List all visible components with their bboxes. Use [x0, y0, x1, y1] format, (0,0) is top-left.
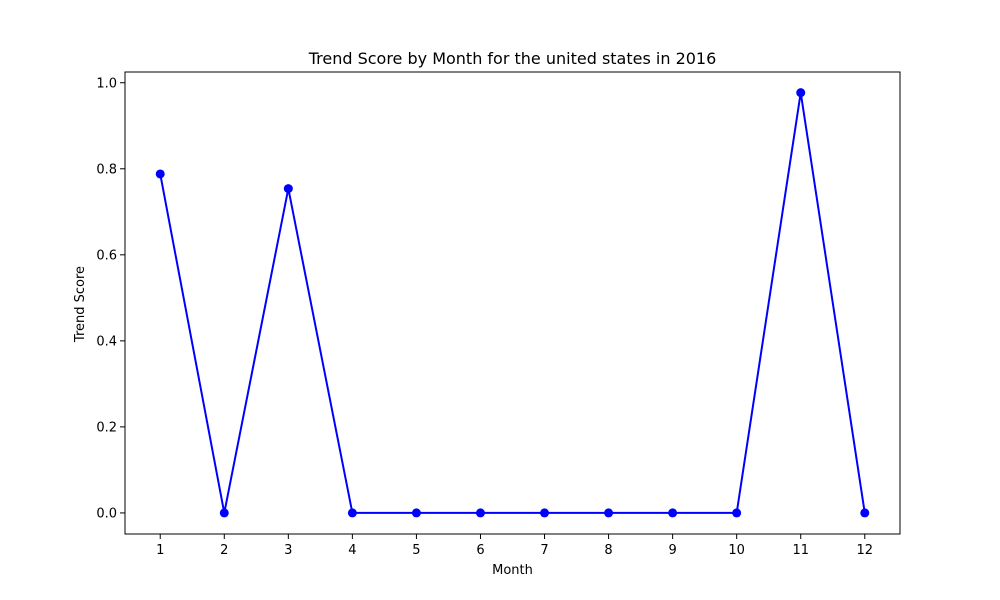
y-tick-label: 1.0 — [96, 76, 117, 91]
data-point — [219, 508, 229, 518]
y-tick-label: 0.6 — [96, 248, 117, 263]
x-tick-label: 6 — [476, 543, 484, 558]
x-tick-label: 9 — [668, 543, 676, 558]
y-axis-label: Trend Score — [73, 266, 88, 343]
x-tick-label: 5 — [412, 543, 420, 558]
data-point — [732, 508, 742, 518]
data-point — [411, 508, 421, 518]
data-point — [347, 508, 357, 518]
x-axis-label: Month — [492, 563, 533, 578]
y-tick-label: 0.8 — [96, 162, 117, 177]
x-tick-label: 8 — [604, 543, 612, 558]
y-tick-label: 0.4 — [96, 334, 117, 349]
data-point — [604, 508, 614, 518]
data-point — [283, 184, 293, 194]
data-point — [668, 508, 678, 518]
data-point — [475, 508, 485, 518]
data-point — [540, 508, 550, 518]
y-tick-label: 0.0 — [96, 506, 117, 521]
axes-frame — [124, 71, 901, 535]
data-point — [796, 88, 806, 98]
x-tick-label: 4 — [348, 543, 356, 558]
x-tick-label: 11 — [792, 543, 809, 558]
x-tick-label: 3 — [284, 543, 292, 558]
x-tick-label: 1 — [156, 543, 164, 558]
x-tick-label: 10 — [728, 543, 745, 558]
y-tick-label: 0.2 — [96, 420, 117, 435]
chart-title: Trend Score by Month for the united stat… — [308, 49, 717, 68]
x-tick-label: 12 — [856, 543, 873, 558]
plot-area: 1 2 3 4 5 6 7 8 9 10 11 120.00.20.40.60.81.0 — [96, 71, 901, 558]
data-point — [155, 169, 165, 179]
x-tick-label: 7 — [540, 543, 548, 558]
series-line — [159, 91, 866, 514]
data-point — [860, 508, 870, 518]
x-tick-label: 2 — [220, 543, 228, 558]
